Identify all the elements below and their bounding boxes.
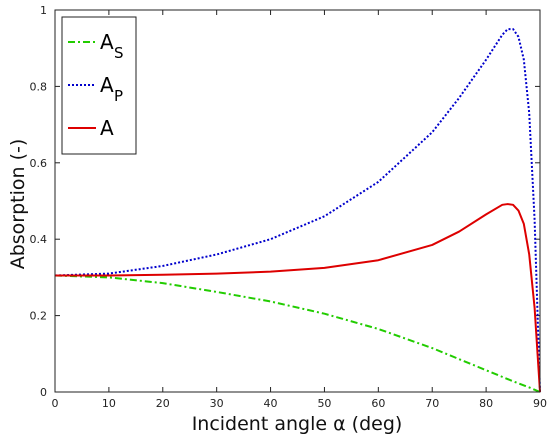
- series-layer: [54, 28, 541, 393]
- y-tick-label: 0.8: [30, 80, 48, 93]
- x-tick-label: 80: [479, 397, 493, 410]
- y-tick-label: 1: [40, 4, 47, 17]
- legend-label: A: [100, 73, 114, 97]
- legend-label: A: [100, 116, 114, 140]
- legend: A SA PA: [61, 16, 137, 155]
- x-tick-label: 20: [156, 397, 170, 410]
- series-line-as: [54, 274, 541, 393]
- y-tick-label: 0: [40, 386, 47, 399]
- x-tick-label: 50: [317, 397, 331, 410]
- plot-frame: [54, 9, 541, 393]
- y-axis-title: Absorption (-): [7, 139, 29, 270]
- x-tick-label: 60: [371, 397, 385, 410]
- legend-label-subscript: S: [114, 44, 124, 62]
- legend-box: [61, 16, 137, 155]
- series-line-a: [55, 203, 541, 393]
- x-tick-label: 40: [264, 397, 278, 410]
- x-tick-label: 70: [425, 397, 439, 410]
- legend-label: A: [100, 30, 114, 54]
- x-tick-label: 0: [52, 397, 59, 410]
- y-tick-label: 0.4: [30, 233, 48, 246]
- x-tick-label: 30: [210, 397, 224, 410]
- x-axis-title: Incident angle α (deg): [192, 413, 403, 435]
- axis-ticks: 0 10 20 30 40 50 60 70 80 90 0 0.2 0.4 0.6 0.8 1: [30, 4, 548, 410]
- x-tick-label: 10: [102, 397, 116, 410]
- axes-box: [54, 9, 541, 393]
- y-tick-label: 0.2: [30, 310, 48, 323]
- legend-label-subscript: P: [114, 87, 123, 105]
- y-tick-label: 0.6: [30, 157, 48, 170]
- x-tick-label: 90: [533, 397, 547, 410]
